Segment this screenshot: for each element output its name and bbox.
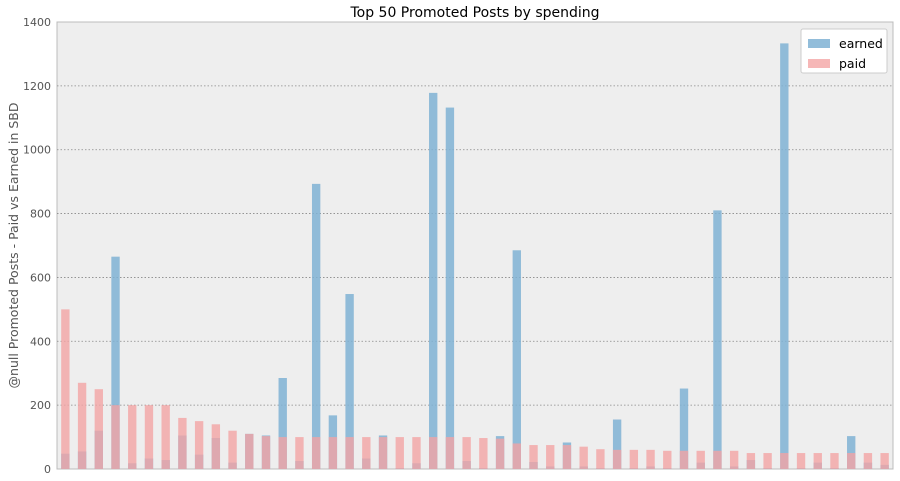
y-axis-label: @null Promoted Posts - Paid vs Earned in… bbox=[6, 103, 21, 389]
bar-paid bbox=[696, 450, 705, 469]
bar-earned bbox=[111, 256, 120, 469]
bar-paid bbox=[679, 450, 689, 469]
bar-paid bbox=[629, 449, 639, 469]
bar-paid bbox=[61, 309, 70, 469]
bar-earned bbox=[278, 378, 287, 469]
bar-paid bbox=[245, 433, 254, 469]
bar-paid bbox=[495, 438, 505, 469]
y-tick-label: 1200 bbox=[23, 80, 51, 93]
chart-title: Top 50 Promoted Posts by spending bbox=[349, 5, 599, 21]
bar-paid bbox=[529, 445, 538, 469]
bar-paid bbox=[178, 417, 187, 469]
y-tick-label: 200 bbox=[30, 399, 51, 412]
y-tick-label: 800 bbox=[30, 208, 51, 221]
bar-paid bbox=[612, 449, 622, 469]
y-tick-label: 1000 bbox=[23, 144, 51, 157]
bar-paid bbox=[579, 446, 588, 469]
bar-paid bbox=[211, 424, 221, 469]
plot-area bbox=[56, 21, 894, 470]
bar-paid bbox=[378, 437, 388, 469]
bars bbox=[61, 43, 889, 469]
bar-paid bbox=[596, 449, 605, 469]
bar-paid bbox=[395, 437, 404, 469]
bar-paid bbox=[328, 437, 338, 469]
legend-swatch-earned bbox=[808, 39, 830, 48]
bar-paid bbox=[512, 443, 521, 469]
bar-paid bbox=[729, 450, 739, 469]
bar-paid bbox=[713, 450, 722, 469]
y-tick-label: 600 bbox=[30, 271, 51, 284]
bar-paid bbox=[295, 437, 304, 469]
bar-earned bbox=[345, 294, 354, 469]
bar-paid bbox=[462, 437, 471, 469]
bar-earned bbox=[445, 107, 455, 469]
bar-paid bbox=[94, 389, 103, 469]
bar-paid bbox=[77, 382, 87, 469]
bar-earned bbox=[679, 388, 689, 469]
bar-paid bbox=[429, 437, 438, 469]
bar-paid bbox=[445, 437, 455, 469]
y-tick-label: 400 bbox=[30, 335, 51, 348]
bar-paid bbox=[161, 405, 170, 469]
bar-paid bbox=[863, 453, 873, 469]
bar-earned bbox=[780, 43, 789, 469]
bar-earned bbox=[311, 183, 321, 469]
bar-paid bbox=[311, 437, 321, 469]
legend-swatch-paid bbox=[808, 59, 830, 68]
bar-paid bbox=[796, 453, 806, 469]
bar-paid bbox=[780, 453, 789, 469]
bar-paid bbox=[144, 405, 154, 469]
bar-paid bbox=[746, 453, 756, 469]
legend-label-paid: paid bbox=[839, 56, 866, 71]
bar-paid bbox=[562, 445, 572, 469]
bar-paid bbox=[546, 445, 555, 469]
bar-earned bbox=[612, 419, 622, 469]
bar-earned bbox=[429, 92, 438, 469]
bar-paid bbox=[261, 436, 271, 469]
bar-paid bbox=[111, 405, 120, 469]
bar-paid bbox=[847, 453, 856, 469]
bar-paid bbox=[646, 449, 655, 469]
legend: earned paid bbox=[800, 28, 888, 74]
bar-paid bbox=[880, 453, 889, 469]
bar-paid bbox=[412, 437, 421, 469]
bar-paid bbox=[830, 453, 839, 469]
bar-paid bbox=[663, 450, 672, 469]
bar-earned bbox=[512, 250, 521, 469]
bar-paid bbox=[194, 421, 204, 469]
y-tick-label: 1400 bbox=[23, 16, 51, 29]
bar-paid bbox=[763, 453, 772, 469]
bar-paid bbox=[479, 438, 488, 469]
bar-earned bbox=[713, 210, 722, 469]
bar-paid bbox=[278, 437, 287, 469]
bar-paid bbox=[813, 453, 822, 469]
y-axis-ticks: 0 200 400 600 800 1000 1200 1400 bbox=[23, 16, 51, 476]
bar-paid bbox=[362, 437, 371, 469]
legend-label-earned: earned bbox=[839, 36, 883, 51]
grid-lines bbox=[57, 85, 893, 406]
bar-paid bbox=[128, 405, 137, 469]
y-tick-label: 0 bbox=[44, 463, 51, 476]
bar-paid bbox=[228, 430, 237, 469]
bar-earned bbox=[847, 436, 856, 469]
bar-paid bbox=[345, 437, 354, 469]
